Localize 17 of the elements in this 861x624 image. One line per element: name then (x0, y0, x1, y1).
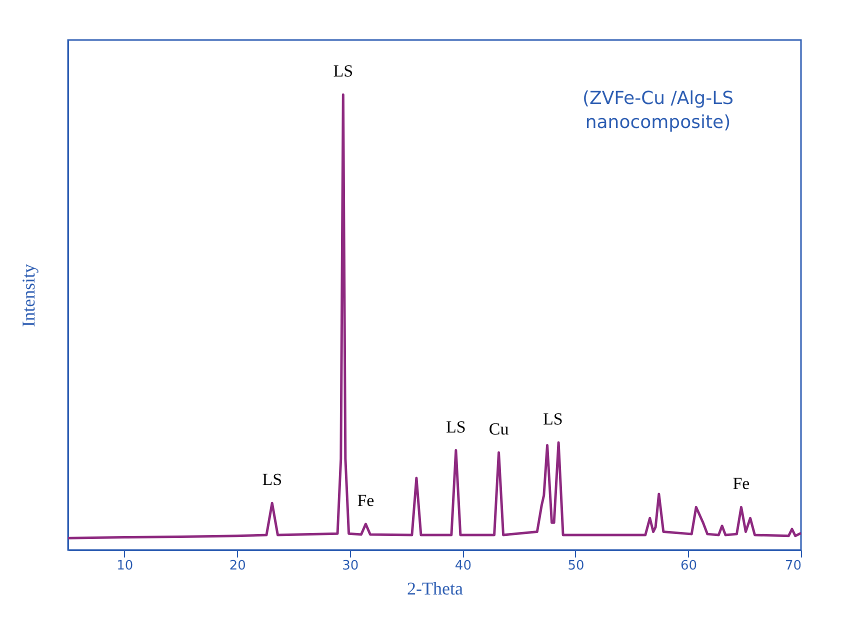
x-tick-label: 60 (680, 558, 698, 574)
x-axis-title: 2-Theta (407, 578, 463, 598)
annotation: Cu (488, 420, 510, 439)
x-tick-label: 50 (568, 558, 584, 574)
annotation: Fe (357, 491, 374, 510)
annotation: LS (446, 417, 466, 436)
annotation: Fe (732, 474, 750, 494)
annotation: LS (542, 410, 563, 429)
annotation: LS (333, 62, 354, 81)
y-axis-title: Intensity (18, 264, 38, 327)
x-tick-label: 10 (116, 558, 134, 574)
x-tick-label: 20 (229, 558, 246, 574)
x-tick-label: 30 (342, 558, 359, 574)
annotation: (ZVFe-Cu /Alg-LS nanocomposite) (582, 88, 734, 133)
annotation: LS (262, 470, 282, 490)
x-tick-label: 40 (454, 558, 472, 574)
x-tick-label: 70 (784, 558, 802, 574)
